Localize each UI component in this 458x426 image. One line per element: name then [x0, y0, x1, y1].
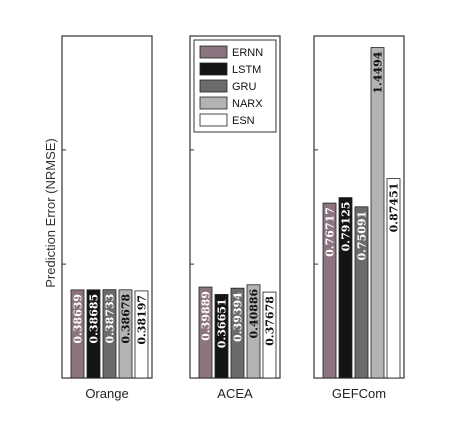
- bar-value-label: 1.4494: [372, 51, 385, 93]
- bar-gru: [354, 206, 369, 379]
- bar-narx: [118, 289, 133, 379]
- legend-label-narx: NARX: [232, 98, 263, 110]
- bar-value-label: 0.37678: [264, 296, 277, 346]
- bar-value-label: 0.38639: [72, 294, 85, 344]
- bar-value-label: 0.38197: [136, 295, 149, 345]
- bar-gru: [102, 289, 117, 379]
- panel-label: Orange: [85, 386, 128, 401]
- bar-esn: [386, 178, 401, 379]
- y-axis-label: Prediction Error (NRMSE): [43, 138, 58, 288]
- panel-orange: 0.38639 0.38685 0.38733 0.38678 0.38197 Orang…: [61, 35, 153, 401]
- bar-value-label: 0.36651: [216, 298, 229, 348]
- bar-value-label: 0.39394: [232, 292, 245, 342]
- legend-label-gru: GRU: [232, 81, 257, 93]
- legend-swatch-gru: [199, 79, 228, 93]
- bar-value-label: 0.76717: [324, 207, 337, 257]
- bar-ernn: [198, 286, 213, 379]
- bar-value-label: 0.87451: [388, 183, 401, 233]
- bar-lstm: [214, 294, 229, 379]
- bar-ernn: [322, 202, 337, 379]
- legend-swatch-narx: [199, 96, 228, 110]
- bar-value-label: 0.40886: [248, 288, 261, 338]
- bar-value-label: 0.39889: [200, 291, 213, 341]
- panel-gefcom: 0.76717 0.79125 0.75091 1.4494 0.87451 GEFCom: [313, 35, 405, 401]
- panel-label: ACEA: [217, 386, 253, 401]
- bar-narx: [370, 47, 385, 379]
- legend-swatch-ernn: [199, 45, 228, 59]
- bar-value-label: 0.38685: [88, 294, 101, 344]
- panel-label: GEFCom: [332, 386, 386, 401]
- legend-label-lstm: LSTM: [232, 64, 261, 76]
- bar-esn: [134, 290, 149, 379]
- bar-gru: [230, 287, 245, 379]
- bar-value-label: 0.38678: [120, 293, 133, 343]
- bar-ernn: [70, 289, 85, 379]
- legend: ERNN LSTM GRU NARX ESN: [193, 39, 277, 133]
- bar-value-label: 0.75091: [356, 211, 369, 261]
- legend-label-ernn: ERNN: [232, 47, 263, 59]
- legend-swatch-esn: [199, 113, 228, 127]
- legend-swatch-lstm: [199, 62, 228, 76]
- bar-lstm: [338, 197, 353, 379]
- bar-esn: [262, 291, 277, 379]
- legend-label-esn: ESN: [232, 115, 255, 127]
- bar-value-label: 0.38733: [104, 294, 117, 344]
- bar-narx: [246, 284, 261, 379]
- bar-lstm: [86, 289, 101, 379]
- bar-value-label: 0.79125: [340, 202, 353, 252]
